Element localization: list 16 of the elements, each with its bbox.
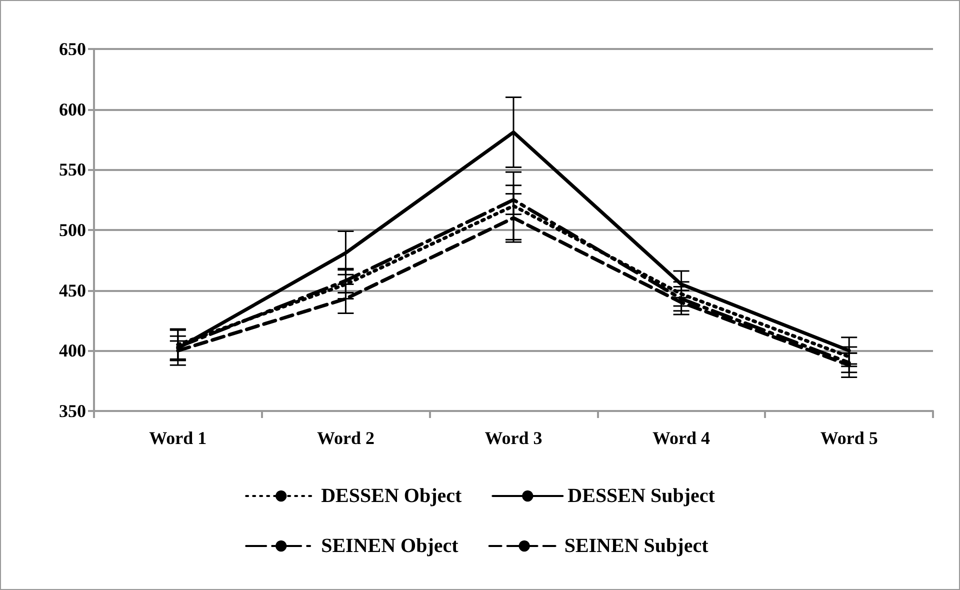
legend-label: SEINEN Object	[321, 535, 459, 557]
y-tick-label: 350	[59, 401, 86, 421]
y-tick-label: 500	[59, 220, 86, 240]
y-tick-label: 550	[59, 160, 86, 180]
y-tick-label: 600	[59, 99, 86, 120]
legend-label: DESSEN Object	[321, 485, 462, 507]
legend-label: SEINEN Subject	[564, 535, 709, 557]
x-tick-label: Word 3	[484, 428, 542, 448]
legend-label: DESSEN Subject	[568, 485, 716, 507]
x-tick-label: Word 2	[316, 428, 374, 448]
x-tick-label: Word 1	[149, 428, 207, 448]
y-tick-label: 650	[59, 39, 86, 59]
y-tick-label: 400	[59, 340, 86, 361]
x-tick-label: Word 4	[652, 428, 710, 448]
y-tick-label: 450	[59, 280, 86, 300]
x-tick-label: Word 5	[820, 428, 878, 448]
